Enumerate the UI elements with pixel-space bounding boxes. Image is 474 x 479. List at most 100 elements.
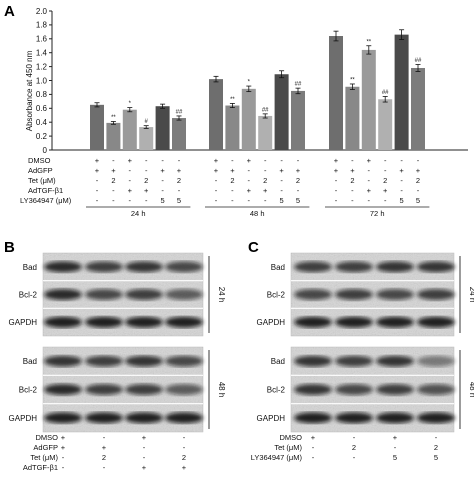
condition-cell: + (128, 156, 133, 165)
significance-mark: ** (366, 39, 371, 45)
condition-cell: - (417, 156, 420, 165)
significance-mark: ## (262, 107, 269, 113)
condition-label: LY364947 (μM) (20, 196, 72, 205)
band (417, 384, 455, 395)
bar-chart: Absorbance at 450 nm 0 0.2 0.4 0.6 0.8 1.0 1.2… (20, 7, 468, 218)
time-label: 24 h (468, 287, 474, 303)
condition-cell: 5 (416, 196, 420, 205)
condition-cell: + (399, 166, 404, 175)
condition-cell: - (384, 196, 387, 205)
condition-cell: - (280, 176, 283, 185)
condition-cell: - (183, 433, 186, 442)
y-tick-label: 0.6 (36, 104, 48, 113)
condition-cell: 2 (263, 176, 267, 185)
band (294, 412, 332, 424)
significance-mark: * (248, 80, 251, 86)
y-tick-label: 1.0 (36, 76, 48, 85)
condition-cell: - (368, 176, 371, 185)
condition-cell: + (247, 156, 252, 165)
condition-cell: - (351, 156, 354, 165)
band (44, 289, 82, 300)
time-label: 48 h (468, 382, 474, 398)
condition-cell: - (384, 156, 387, 165)
condition-cell: 5 (161, 196, 165, 205)
band (165, 355, 203, 367)
condition-cell: - (368, 166, 371, 175)
protein-label: Bad (271, 357, 285, 366)
condition-label: Tet (μM) (274, 443, 302, 452)
condition-cell: + (393, 433, 398, 442)
condition-cell: - (384, 166, 387, 175)
band (294, 261, 332, 273)
bar (139, 127, 154, 150)
significance-mark: ** (350, 77, 355, 83)
condition-cell: 5 (296, 196, 300, 205)
condition-cell: 2 (416, 176, 420, 185)
time-label: 24 h (217, 287, 226, 303)
condition-cell: - (215, 196, 218, 205)
condition-cell: - (112, 196, 115, 205)
bar (258, 115, 273, 150)
condition-cell: - (215, 186, 218, 195)
condition-label: DMSO (280, 433, 303, 442)
significance-mark: ** (111, 115, 116, 121)
condition-cell: - (297, 156, 300, 165)
condition-cell: + (263, 186, 268, 195)
band (376, 289, 414, 300)
significance-mark: * (129, 101, 132, 107)
y-tick-label: 0.8 (36, 90, 48, 99)
condition-cell: - (312, 443, 315, 452)
protein-label: GAPDH (9, 318, 38, 327)
band (417, 316, 455, 328)
condition-cell: 2 (296, 176, 300, 185)
condition-cell: - (312, 453, 315, 462)
protein-label: Bcl-2 (267, 386, 286, 395)
band (376, 384, 414, 395)
condition-label: AdTGF-β1 (28, 186, 63, 195)
condition-cell: + (279, 166, 284, 175)
band (376, 316, 414, 328)
bar (155, 106, 170, 150)
band (44, 261, 82, 273)
condition-label: Tet (μM) (28, 176, 56, 185)
condition-cell: + (144, 186, 149, 195)
y-axis-label: Absorbance at 450 nm (25, 50, 34, 131)
condition-cell: - (231, 196, 234, 205)
band (44, 412, 82, 424)
condition-cell: - (129, 166, 132, 175)
band (376, 412, 414, 424)
condition-cell: 2 (350, 176, 354, 185)
condition-table: DMSO + - + - - - + - + - - - + - + - - -AdGFP + + - - + + + + - - + + +… (20, 156, 430, 218)
condition-cell: 5 (177, 196, 181, 205)
condition-cell: - (215, 176, 218, 185)
condition-cell: - (400, 186, 403, 195)
condition-cell: - (145, 156, 148, 165)
condition-cell: - (264, 166, 267, 175)
condition-cell: - (112, 156, 115, 165)
bar (172, 118, 186, 150)
panel-label-c: C (248, 239, 259, 256)
y-tick-label: 0.4 (36, 118, 48, 127)
band (294, 384, 332, 395)
band (335, 261, 373, 273)
condition-cell: - (62, 463, 65, 472)
condition-cell: - (400, 176, 403, 185)
bar (106, 122, 121, 150)
condition-cell: + (102, 443, 107, 452)
band (335, 384, 373, 395)
bar (345, 86, 360, 150)
band (335, 355, 373, 367)
significance-mark: ## (295, 82, 302, 88)
bar-series: ***###***####****#### (90, 29, 425, 150)
protein-label: Bad (271, 263, 285, 272)
condition-cell: - (161, 156, 164, 165)
condition-cell: - (129, 176, 132, 185)
y-tick-label: 2.0 (36, 7, 48, 16)
band (165, 289, 203, 300)
significance-mark: ## (382, 90, 389, 96)
y-tick-label: 0 (43, 146, 48, 155)
condition-cell: 2 (383, 176, 387, 185)
